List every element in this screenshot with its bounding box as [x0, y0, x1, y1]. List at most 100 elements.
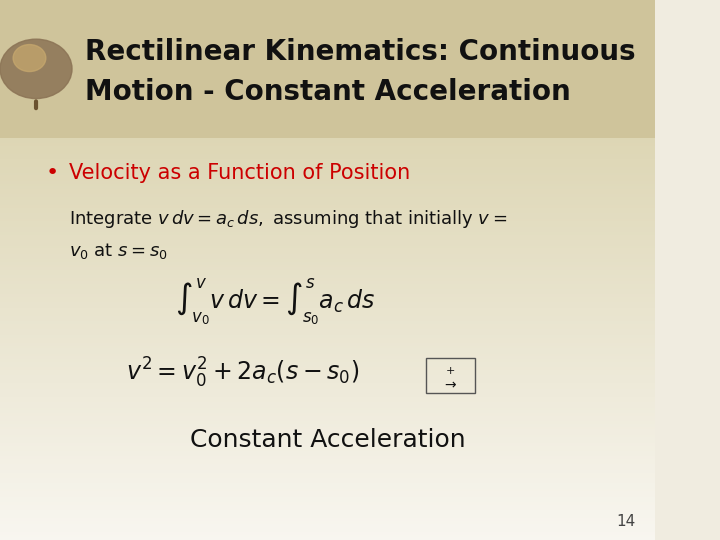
- Bar: [0, 332, 654, 335]
- Bar: [0, 443, 654, 445]
- Bar: [0, 327, 654, 329]
- Bar: [0, 140, 654, 143]
- Bar: [0, 418, 654, 421]
- Bar: [0, 381, 654, 383]
- Bar: [0, 284, 654, 286]
- Bar: [0, 416, 654, 418]
- Bar: [0, 68, 654, 70]
- Text: Motion - Constant Acceleration: Motion - Constant Acceleration: [85, 78, 571, 105]
- Bar: [0, 392, 654, 394]
- Bar: [0, 329, 654, 332]
- Bar: [0, 265, 654, 267]
- Bar: [0, 167, 654, 170]
- Bar: [0, 475, 654, 478]
- Bar: [0, 213, 654, 216]
- Bar: [0, 305, 654, 308]
- Bar: [0, 0, 654, 3]
- Bar: [0, 367, 654, 370]
- FancyBboxPatch shape: [0, 0, 654, 138]
- Bar: [0, 270, 654, 273]
- Bar: [0, 489, 654, 491]
- Bar: [0, 502, 654, 505]
- Bar: [0, 30, 654, 32]
- Bar: [0, 124, 654, 127]
- Bar: [0, 8, 654, 11]
- Bar: [0, 508, 654, 510]
- Bar: [0, 383, 654, 386]
- Bar: [0, 537, 654, 540]
- Bar: [0, 535, 654, 537]
- Bar: [0, 22, 654, 24]
- Bar: [0, 84, 654, 86]
- Bar: [0, 424, 654, 427]
- Bar: [0, 62, 654, 65]
- Text: Integrate $v\,dv = a_c\,ds,$ assuming that initially $v =$: Integrate $v\,dv = a_c\,ds,$ assuming th…: [68, 208, 507, 230]
- Bar: [0, 81, 654, 84]
- Bar: [0, 510, 654, 513]
- Bar: [0, 491, 654, 494]
- Bar: [0, 378, 654, 381]
- Bar: [0, 516, 654, 518]
- Bar: [0, 316, 654, 319]
- Bar: [0, 518, 654, 521]
- Bar: [0, 340, 654, 343]
- Bar: [0, 65, 654, 68]
- Bar: [0, 494, 654, 497]
- Bar: [0, 154, 654, 157]
- Bar: [0, 521, 654, 524]
- Bar: [0, 200, 654, 202]
- Bar: [0, 176, 654, 178]
- Bar: [0, 356, 654, 359]
- Text: •: •: [46, 163, 59, 183]
- Bar: [0, 16, 654, 19]
- Bar: [0, 497, 654, 500]
- Bar: [0, 351, 654, 354]
- Bar: [0, 170, 654, 173]
- Bar: [0, 216, 654, 219]
- Bar: [0, 127, 654, 130]
- Bar: [0, 500, 654, 502]
- Bar: [0, 32, 654, 35]
- Bar: [0, 335, 654, 338]
- Bar: [0, 224, 654, 227]
- Bar: [0, 246, 654, 248]
- Bar: [0, 362, 654, 364]
- Bar: [0, 24, 654, 27]
- Bar: [0, 219, 654, 221]
- Circle shape: [0, 39, 72, 98]
- Bar: [0, 459, 654, 462]
- Bar: [0, 267, 654, 270]
- Bar: [0, 470, 654, 472]
- Bar: [0, 262, 654, 265]
- Bar: [0, 421, 654, 424]
- Bar: [0, 259, 654, 262]
- Bar: [0, 86, 654, 89]
- Bar: [0, 364, 654, 367]
- Bar: [0, 92, 654, 94]
- Text: 14: 14: [616, 514, 635, 529]
- Bar: [0, 14, 654, 16]
- Bar: [0, 94, 654, 97]
- Bar: [0, 40, 654, 43]
- Bar: [0, 524, 654, 526]
- Bar: [0, 448, 654, 451]
- Bar: [0, 427, 654, 429]
- Bar: [0, 46, 654, 49]
- Bar: [0, 251, 654, 254]
- Bar: [0, 111, 654, 113]
- Bar: [0, 178, 654, 181]
- Bar: [0, 319, 654, 321]
- Bar: [0, 162, 654, 165]
- Bar: [0, 221, 654, 224]
- Bar: [0, 289, 654, 292]
- Bar: [0, 192, 654, 194]
- Bar: [0, 11, 654, 14]
- Bar: [0, 97, 654, 100]
- Bar: [0, 105, 654, 108]
- Bar: [0, 386, 654, 389]
- Bar: [0, 467, 654, 470]
- Bar: [0, 143, 654, 146]
- Bar: [0, 184, 654, 186]
- Bar: [0, 148, 654, 151]
- Bar: [0, 19, 654, 22]
